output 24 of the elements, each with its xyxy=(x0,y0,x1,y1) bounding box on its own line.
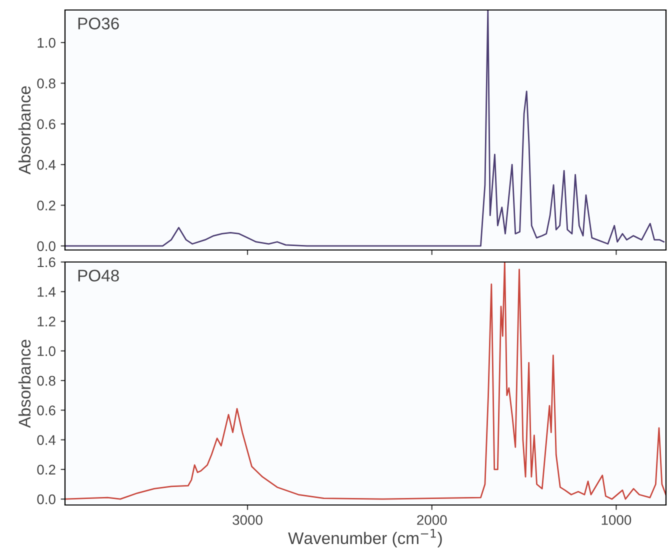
x-axis-title: Wavenumber (cm$^{−1}$) xyxy=(288,529,442,548)
y-tick-label: 0.8 xyxy=(37,78,56,88)
y-tick-label: 0.0 xyxy=(37,241,56,252)
y-tick-label: 1.0 xyxy=(38,38,56,48)
y-tick-label: 0.2 xyxy=(37,464,56,475)
y-tick-label: 0.0 xyxy=(37,494,56,504)
chart-title: PO36 xyxy=(78,18,119,30)
y-tick-label: 1.0 xyxy=(38,346,56,356)
y-tick-label: 1.4 xyxy=(38,287,56,297)
y-tick-label: 0.4 xyxy=(37,435,56,445)
y-tick-label: 1.2 xyxy=(38,316,56,326)
x-tick-label: 3000 xyxy=(232,515,262,525)
y-axis-title: Absorbance xyxy=(18,86,31,174)
y-tick-label: 0.2 xyxy=(37,200,56,210)
y-tick-label: 0.4 xyxy=(37,160,56,170)
x-tick-label: 2000 xyxy=(417,515,447,525)
chart-title: PO48 xyxy=(78,270,119,282)
y-tick-label: 0.8 xyxy=(37,376,56,386)
y-tick-label: 0.6 xyxy=(37,406,56,416)
y-axis-title: Absorbance xyxy=(18,340,31,428)
x-tick-label: 1000 xyxy=(602,515,632,525)
y-tick-label: 1.6 xyxy=(38,257,56,268)
y-tick-label: 0.6 xyxy=(37,119,56,130)
line-series xyxy=(65,10,664,247)
